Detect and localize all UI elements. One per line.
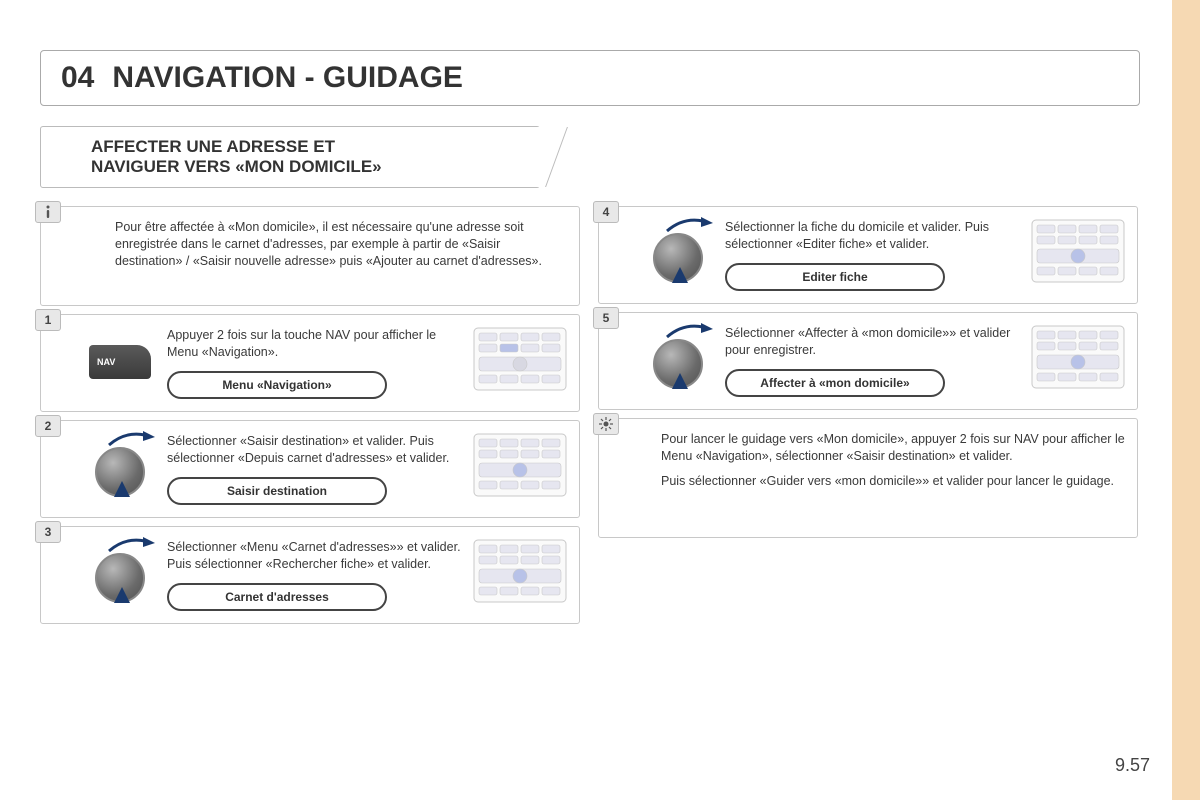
step-1: 1 NAV Appuyer 2 fois sur la touche NAV p… (40, 314, 580, 412)
step-number: 2 (35, 415, 61, 437)
step-1-desc: Appuyer 2 fois sur la touche NAV pour af… (167, 327, 461, 361)
step-4: 4 Sélectionner la fiche du domicile et v… (598, 206, 1138, 304)
step-text: Sélectionner «Affecter à «mon domicile»»… (725, 325, 1019, 397)
step-5-desc: Sélectionner «Affecter à «mon domicile»»… (725, 325, 1019, 359)
console-svg (473, 433, 567, 497)
dial-icon (643, 325, 713, 391)
note-box: Pour lancer le guidage vers «Mon domicil… (598, 418, 1138, 538)
tip-icon (593, 413, 619, 435)
step-number: 1 (35, 309, 61, 331)
step-number: 3 (35, 521, 61, 543)
section-number: 04 (61, 61, 94, 95)
section-subtitle: AFFECTER UNE ADRESSE ET NAVIGUER VERS «M… (40, 126, 540, 188)
console-thumb (473, 433, 567, 502)
console-thumb (1031, 219, 1125, 288)
dial-icon (85, 433, 155, 499)
console-thumb (473, 327, 567, 396)
section-title-bar: 04 NAVIGATION - GUIDAGE (40, 50, 1140, 106)
side-color-tab (1172, 0, 1200, 800)
step-4-desc: Sélectionner la fiche du domicile et val… (725, 219, 1019, 253)
intro-box: Pour être affectée à «Mon domicile», il … (40, 206, 580, 306)
dial-icon (643, 219, 713, 285)
console-thumb (1031, 325, 1125, 394)
dial-icon (85, 539, 155, 605)
step-text: Sélectionner «Saisir destination» et val… (167, 433, 461, 505)
menu-pill: Editer fiche (725, 263, 945, 291)
menu-pill: Carnet d'adresses (167, 583, 387, 611)
nav-button-icon: NAV (85, 327, 155, 379)
note-para-2: Puis sélectionner «Guider vers «mon domi… (661, 473, 1125, 490)
step-number: 4 (593, 201, 619, 223)
step-number: 5 (593, 307, 619, 329)
columns: Pour être affectée à «Mon domicile», il … (40, 206, 1140, 632)
right-column: 4 Sélectionner la fiche du domicile et v… (598, 206, 1138, 632)
menu-pill: Affecter à «mon domicile» (725, 369, 945, 397)
console-thumb (473, 539, 567, 608)
subtitle-line-1: AFFECTER UNE ADRESSE ET (91, 137, 519, 157)
menu-pill: Menu «Navigation» (167, 371, 387, 399)
step-text: Sélectionner la fiche du domicile et val… (725, 219, 1019, 291)
step-2-desc: Sélectionner «Saisir destination» et val… (167, 433, 461, 467)
console-svg (1031, 325, 1125, 389)
console-svg (473, 539, 567, 603)
page-number: 9.57 (1115, 755, 1150, 776)
subtitle-line-2: NAVIGUER VERS «MON DOMICILE» (91, 157, 519, 177)
console-svg (473, 327, 567, 391)
nav-key: NAV (89, 345, 151, 379)
step-text: Sélectionner «Menu «Carnet d'adresses»» … (167, 539, 461, 611)
step-2: 2 Sélectionner «Saisir destination» et v… (40, 420, 580, 518)
step-5: 5 Sélectionner «Affecter à «mon domicile… (598, 312, 1138, 410)
note-text: Pour lancer le guidage vers «Mon domicil… (643, 431, 1125, 490)
step-3-desc: Sélectionner «Menu «Carnet d'adresses»» … (167, 539, 461, 573)
page-content: 04 NAVIGATION - GUIDAGE AFFECTER UNE ADR… (40, 50, 1140, 632)
left-column: Pour être affectée à «Mon domicile», il … (40, 206, 580, 632)
section-title: NAVIGATION - GUIDAGE (112, 61, 463, 95)
note-para-1: Pour lancer le guidage vers «Mon domicil… (661, 431, 1125, 465)
console-svg (1031, 219, 1125, 283)
step-3: 3 Sélectionner «Menu «Carnet d'adresses»… (40, 526, 580, 624)
step-text: Appuyer 2 fois sur la touche NAV pour af… (167, 327, 461, 399)
intro-text: Pour être affectée à «Mon domicile», il … (85, 219, 567, 270)
menu-pill: Saisir destination (167, 477, 387, 505)
info-icon (35, 201, 61, 223)
